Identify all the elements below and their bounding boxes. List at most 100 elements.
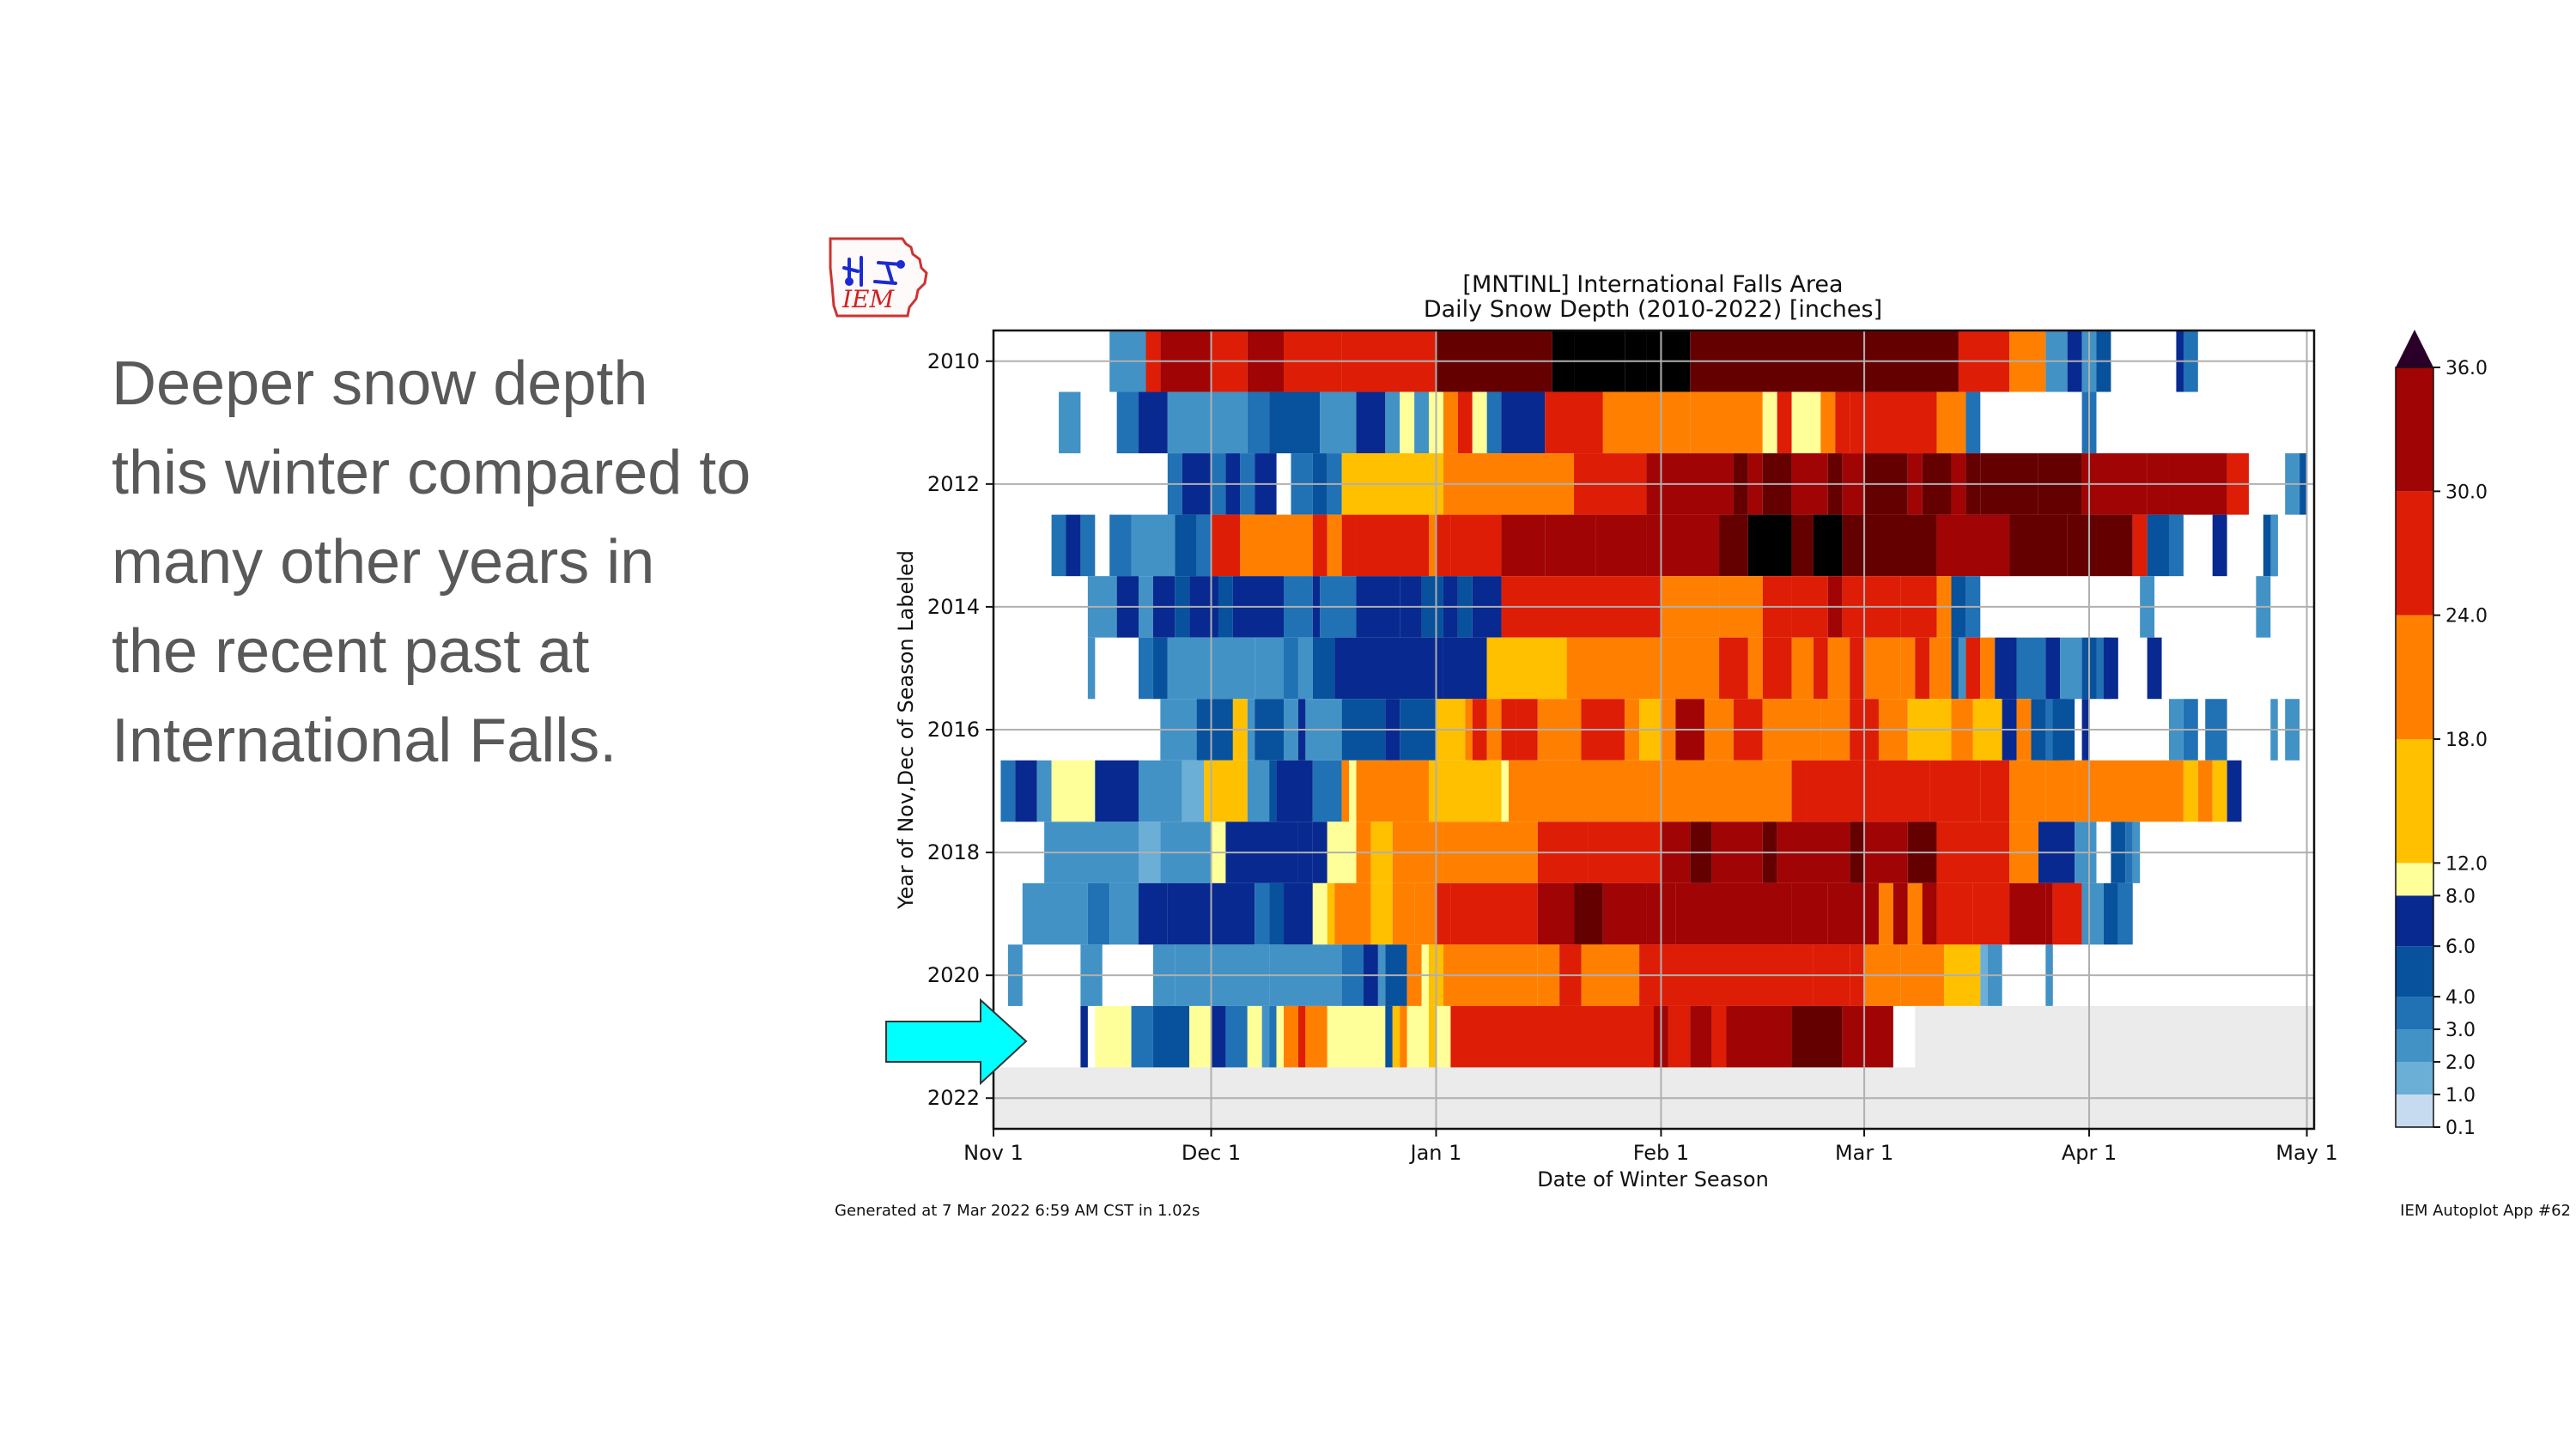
heatmap-cell — [1327, 882, 1335, 945]
colorbar-tick-label: 30.0 — [2445, 482, 2488, 503]
heatmap-cell — [1276, 1005, 1285, 1068]
heatmap-cell — [1791, 1005, 1843, 1068]
heatmap-cell — [1646, 514, 1720, 577]
heatmap-cell — [1450, 514, 1502, 577]
heatmap-cell — [1102, 1005, 1132, 1068]
heatmap-cell — [2147, 637, 2162, 700]
heatmap-cell — [1501, 514, 1546, 577]
heatmap-cell — [1211, 514, 1241, 577]
heatmap-cell — [1791, 391, 1821, 454]
heatmap-cell — [1022, 882, 1088, 945]
heatmap-cell — [1980, 637, 1996, 700]
heatmap-cell — [1175, 514, 1197, 577]
heatmap-cell — [1429, 760, 1437, 822]
heatmap-cell — [1139, 760, 1182, 822]
iowa-outline-icon — [829, 237, 928, 318]
heatmap-cell — [1334, 882, 1371, 945]
colorbar: 0.1 1.0 2.0 3.0 4.0 6.0 8.0 12.0 18.0 24.0 30.0 36.… — [2395, 330, 2488, 1139]
heatmap-cell — [2197, 760, 2213, 822]
heatmap-cell — [1131, 514, 1176, 577]
heatmap-cell — [1051, 760, 1096, 822]
heatmap-cell — [1036, 760, 1052, 822]
colorbar-bin — [2396, 863, 2433, 896]
heatmap-cell — [1059, 391, 1081, 454]
heatmap-cell — [2081, 882, 2104, 945]
heatmap-cell — [1341, 1005, 1386, 1068]
colorbar-extend-max-icon — [2396, 330, 2433, 367]
heatmap-cells — [993, 330, 2314, 1129]
colorbar-bin — [2396, 1062, 2433, 1095]
heatmap-cell — [1457, 391, 1473, 454]
heatmap-cell — [1139, 637, 1153, 700]
heatmap-cell — [1762, 391, 1777, 454]
colorbar-tick-label: 0.1 — [2445, 1118, 2476, 1139]
heatmap-cell — [1690, 391, 1763, 454]
heatmap-cell — [1972, 882, 2010, 945]
chart-title: [MNTINL] International Falls Area — [1462, 271, 1843, 298]
heatmap-cell — [1486, 637, 1567, 700]
heatmap-cell — [1958, 637, 1966, 700]
heatmap-cell — [1806, 760, 1879, 822]
heatmap-cell — [1334, 637, 1443, 700]
colorbar-tick-label: 8.0 — [2445, 886, 2476, 907]
heatmap-cell — [2009, 882, 2046, 945]
slide-text-line: International Falls. — [112, 706, 617, 775]
iem-logo: IEM — [829, 237, 928, 318]
slide-text-block: Deeper snow depth this winter compared t… — [112, 339, 816, 785]
heatmap-cell — [1392, 1005, 1400, 1068]
heatmap-cell — [1400, 391, 1415, 454]
heatmap-cell — [1297, 637, 1313, 700]
heatmap-cell — [1269, 882, 1285, 945]
heatmap-cell — [1850, 637, 1865, 700]
colorbar-tick-label: 36.0 — [2445, 358, 2488, 379]
heatmap-cell — [1566, 637, 1662, 700]
heatmap-cell — [1087, 882, 1110, 945]
heatmap-cell — [1152, 637, 1168, 700]
x-tick-label: Apr 1 — [2062, 1141, 2117, 1165]
heatmap-cell — [1443, 637, 1487, 700]
heatmap-cell — [1602, 391, 1691, 454]
colorbar-bin — [2396, 1094, 2433, 1127]
colorbar-tick-label: 4.0 — [2445, 987, 2476, 1009]
colorbar-bin — [2396, 491, 2433, 615]
heatmap-cell — [1356, 760, 1430, 822]
heatmap-cell — [2103, 882, 2118, 945]
heatmap-cell — [1747, 637, 1763, 700]
heatmap-cell — [1429, 1005, 1437, 1068]
heatmap-cell — [1356, 514, 1430, 577]
x-axis-label: Date of Winter Season — [1537, 1167, 1769, 1191]
heatmap-cell — [2045, 882, 2053, 945]
heatmap-cell — [1675, 882, 1792, 945]
heatmap-cell — [1196, 514, 1212, 577]
heatmap-cell — [1269, 1005, 1277, 1068]
heatmap-cell — [2009, 760, 2046, 822]
heatmap-cell — [1646, 760, 1792, 822]
heatmap-cell — [1827, 637, 1850, 700]
x-tick-label: Mar 1 — [1835, 1141, 1893, 1165]
x-tick-label: May 1 — [2275, 1141, 2338, 1165]
heatmap-cell — [1661, 637, 1720, 700]
heatmap-cell — [1690, 1005, 1712, 1068]
heatmap-cell — [1095, 1005, 1103, 1068]
y-tick-label: 2012 — [927, 472, 980, 496]
y-tick-label: 2020 — [927, 963, 980, 987]
heatmap-cell — [1472, 391, 1487, 454]
x-tick-label: Jan 1 — [1409, 1141, 1462, 1165]
heatmap-cell — [1864, 514, 1937, 577]
heatmap-cell — [1936, 391, 1966, 454]
heatmap-cell — [1791, 514, 1814, 577]
slide-text-line: the recent past at — [112, 617, 590, 686]
colorbar-tick-label: 18.0 — [2445, 730, 2488, 751]
colorbar-bin — [2396, 997, 2433, 1030]
colorbar-tick-label: 6.0 — [2445, 937, 2476, 958]
heatmap-cell — [1545, 514, 1596, 577]
heatmap-cell — [1951, 637, 1959, 700]
x-axis: Nov 1 Dec 1 Jan 1 Feb 1 Mar 1 Apr 1 May 1 — [963, 1129, 2338, 1165]
heatmap-cell — [1284, 1005, 1298, 1068]
heatmap-cell — [1284, 637, 1298, 700]
heatmap-cell — [2227, 760, 2242, 822]
heatmap-cell — [1051, 514, 1066, 577]
heatmap-cell — [1965, 391, 1981, 454]
heatmap-cell — [1878, 760, 1930, 822]
heatmap-cell — [2147, 514, 2169, 577]
